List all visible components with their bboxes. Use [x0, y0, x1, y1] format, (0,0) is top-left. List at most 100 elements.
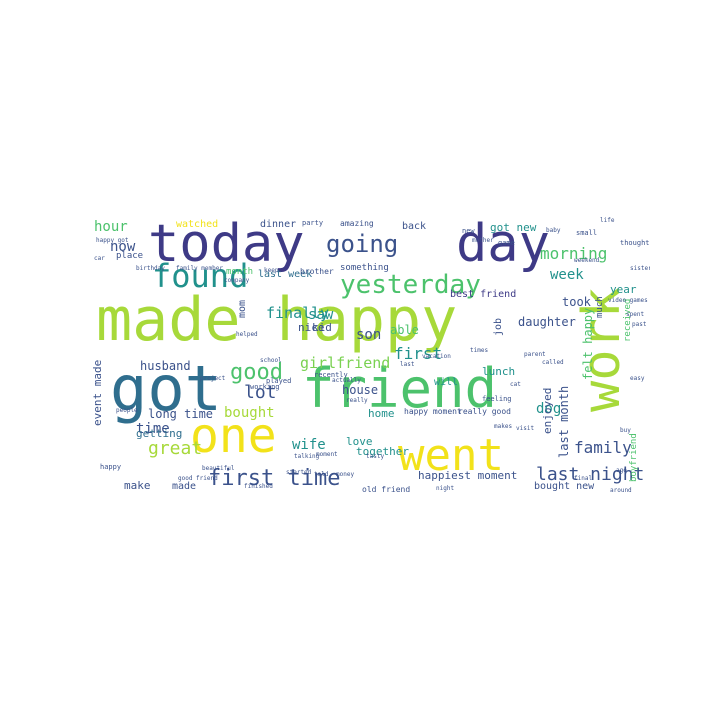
word-buy: buy	[620, 427, 631, 434]
word-talking: talking	[294, 453, 320, 460]
word-husband: husband	[140, 359, 191, 373]
word-sister: sister	[630, 265, 650, 272]
word-going: going	[326, 230, 399, 258]
word-watched: watched	[176, 219, 219, 230]
word-nice: nice	[298, 321, 325, 334]
word-mom: mom	[237, 299, 248, 318]
word-life: life	[600, 217, 615, 224]
word-hour: hour	[94, 219, 128, 235]
word-friend: friend	[302, 357, 498, 420]
word-helped: helped	[236, 331, 258, 338]
word-place: place	[116, 251, 144, 261]
word-got-new: got new	[490, 221, 537, 234]
word-dinner: dinner	[260, 219, 297, 230]
word-small: small	[576, 229, 598, 237]
word-last-month: last month	[557, 385, 571, 458]
word-last: last	[400, 361, 415, 368]
word-visit: visit	[516, 425, 535, 432]
word-back: back	[402, 221, 427, 232]
word-new: new	[462, 227, 475, 235]
word-son: son	[356, 327, 382, 343]
word-one: one	[190, 408, 277, 464]
word-lot: lot	[244, 382, 277, 403]
word-day: day	[456, 214, 550, 274]
word-video-games: video games	[608, 297, 648, 304]
word-first-time: first time	[208, 466, 341, 491]
word-dog: dog	[536, 401, 562, 417]
word-happiest-moment: happiest moment	[418, 469, 518, 482]
word-went: went	[398, 430, 504, 481]
word-amazing: amazing	[340, 219, 374, 228]
word-took: took	[562, 295, 591, 309]
word-able: able	[390, 323, 419, 337]
word-bought-new: bought new	[534, 481, 595, 492]
word-girlfriend: girlfriend	[300, 354, 391, 372]
word-year: year	[610, 283, 637, 296]
word-good-friend: good friend	[178, 475, 218, 482]
word-ago: ago	[616, 467, 627, 474]
word-around: around	[610, 487, 632, 494]
word-morning: morning	[540, 244, 608, 263]
word-baby: baby	[546, 227, 561, 234]
word-mother: mother	[472, 237, 494, 244]
word-getting: getting	[136, 427, 183, 440]
word-make: make	[124, 479, 151, 492]
word-happy-moment: happy moment	[404, 407, 462, 416]
word-moment: moment	[316, 451, 338, 458]
word-old-friend: old friend	[362, 485, 411, 494]
word-cloud: made happy friend got today day work one…	[90, 212, 650, 496]
word-easy: easy	[630, 375, 645, 382]
word-house: house	[342, 383, 379, 397]
word-much: much	[595, 296, 605, 318]
word-company: company	[224, 277, 250, 284]
word-kid: kid	[312, 321, 332, 334]
word-working: working	[250, 383, 280, 391]
word-love: love	[346, 435, 373, 448]
word-home: home	[368, 407, 395, 420]
word-past: past	[632, 321, 647, 328]
word-good: good	[230, 360, 283, 385]
word-long-time: long time	[148, 407, 214, 421]
word-really: really	[346, 397, 368, 404]
word-saw: saw	[308, 307, 334, 323]
word-daughter: daughter	[518, 315, 576, 329]
word-money: money	[336, 471, 355, 478]
word-birthday: birthday	[136, 265, 165, 272]
word-got: got	[110, 352, 222, 425]
word-yesterday: yesterday	[340, 270, 481, 300]
word-people: people	[116, 407, 138, 414]
word-boyfriend: boyfriend	[629, 433, 639, 482]
word-made-happy: made happy	[96, 285, 458, 355]
word-recently: recently	[314, 371, 348, 379]
word-cat: cat	[510, 381, 521, 388]
word-school: school	[260, 357, 282, 364]
word-makes: makes	[494, 423, 513, 430]
word-together: together	[356, 445, 409, 458]
word-bought: bought	[224, 405, 275, 421]
word-final: final	[574, 475, 593, 482]
word-will: will	[434, 377, 459, 388]
word-month: month	[226, 267, 254, 277]
word-enjoyed: enjoyed	[541, 387, 554, 434]
word-car: car	[94, 255, 105, 262]
word-last-week: last week	[258, 269, 313, 280]
word-finished: finished	[244, 483, 273, 490]
word-first: first	[394, 344, 443, 363]
word-party: party	[302, 219, 324, 227]
word-week: week	[550, 267, 584, 283]
word-times: times	[470, 347, 489, 354]
word-started: started	[286, 469, 312, 476]
word-keep: keep	[264, 267, 279, 274]
word-time: time	[136, 421, 170, 437]
word-great: great	[148, 438, 203, 459]
word-night: night	[436, 485, 455, 492]
word-spent: spent	[626, 311, 645, 318]
word-found: found	[152, 257, 249, 295]
word-brother: brother	[300, 267, 334, 276]
word-last-night: last night	[536, 464, 645, 485]
word-parent: parent	[524, 351, 546, 358]
word-finally: finally	[266, 304, 330, 322]
word-weekend: weekend	[574, 257, 600, 264]
word-game: game	[498, 239, 515, 247]
word-feeling: feeling	[482, 395, 512, 403]
